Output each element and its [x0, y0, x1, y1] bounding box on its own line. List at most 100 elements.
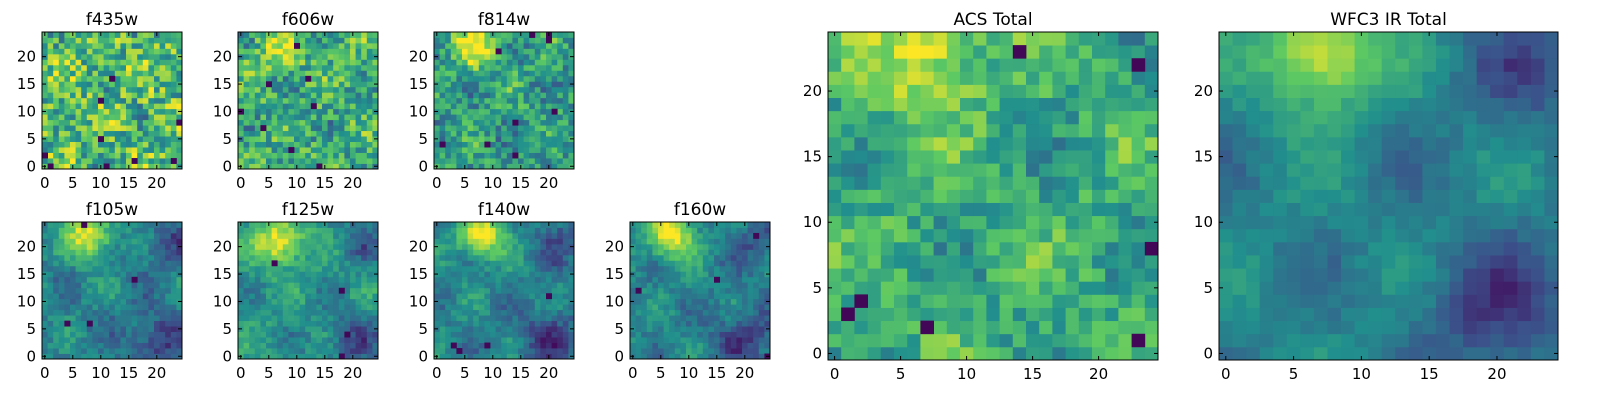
heatmap-cell	[973, 268, 987, 282]
heatmap-cell	[327, 119, 334, 126]
heatmap-cell	[534, 249, 541, 256]
heatmap-cell	[467, 232, 474, 239]
heatmap-cell	[86, 59, 93, 66]
heatmap-cell	[310, 331, 317, 338]
heatmap-cell	[64, 64, 71, 71]
heatmap-cell	[148, 309, 155, 316]
heatmap-cell	[495, 243, 502, 250]
heatmap-cell	[64, 249, 71, 256]
heatmap-cell	[103, 260, 110, 267]
heatmap-cell	[316, 114, 323, 121]
heatmap-cell	[1144, 320, 1159, 335]
heatmap-cell	[747, 238, 754, 245]
heatmap-cell	[344, 238, 351, 245]
heatmap-cell	[1131, 202, 1146, 217]
heatmap-cell	[120, 75, 127, 82]
heatmap-cell	[764, 260, 771, 267]
heatmap-cell	[562, 163, 569, 170]
heatmap-cell	[277, 103, 284, 110]
heatmap-cell	[327, 75, 334, 82]
heatmap-cell	[506, 298, 513, 305]
heatmap-cell	[42, 103, 48, 110]
heatmap-cell	[523, 243, 530, 250]
heatmap-cell	[1131, 189, 1146, 203]
heatmap-cell	[439, 282, 446, 289]
heatmap-cell	[131, 130, 138, 137]
heatmap-cell	[680, 227, 687, 234]
heatmap-cell	[305, 276, 312, 283]
heatmap-cell	[529, 59, 536, 66]
heatmap-cell	[103, 92, 110, 99]
heatmap-cell	[165, 260, 172, 267]
heatmap-cell	[641, 276, 648, 283]
heatmap-cell	[523, 152, 530, 159]
heatmap-cell	[546, 64, 552, 71]
heatmap-cell	[131, 141, 138, 148]
heatmap-cell	[1131, 294, 1146, 308]
heatmap-cell	[350, 238, 356, 245]
heatmap-cell	[1052, 333, 1066, 348]
heatmap-cell	[299, 125, 306, 132]
heatmap-cell	[562, 32, 569, 38]
heatmap-cell	[142, 42, 149, 49]
heatmap-cell	[473, 119, 480, 126]
heatmap-cell	[450, 64, 457, 71]
heatmap-cell	[557, 136, 564, 142]
heatmap-cell	[562, 315, 569, 322]
heatmap-cell	[506, 232, 513, 239]
heatmap-cell	[98, 232, 104, 239]
heatmap-cell	[148, 282, 155, 289]
heatmap-cell	[310, 249, 317, 256]
heatmap-cell	[568, 32, 575, 38]
heatmap-cell	[154, 81, 160, 88]
heatmap-cell	[344, 119, 351, 126]
heatmap-cell	[450, 108, 457, 115]
heatmap-cell	[445, 353, 452, 360]
heatmap-cell	[170, 97, 177, 104]
heatmap-cell	[484, 32, 491, 38]
heatmap-cell	[126, 260, 132, 267]
heatmap-cell	[47, 353, 54, 360]
heatmap-cell	[663, 271, 670, 278]
heatmap-cell	[361, 282, 368, 289]
heatmap-cell	[562, 260, 569, 267]
heatmap-cell	[142, 326, 149, 332]
heatmap-cell	[148, 70, 155, 77]
heatmap-cell	[523, 59, 530, 66]
heatmap-cell	[747, 353, 754, 360]
heatmap-cell	[142, 353, 149, 360]
heatmap-cell	[562, 48, 569, 55]
heatmap-cell	[355, 114, 362, 121]
heatmap-cell	[546, 103, 552, 110]
heatmap-cell	[243, 163, 250, 170]
heatmap-cell	[523, 37, 530, 44]
heatmap-cell	[467, 37, 474, 44]
heatmap-cell	[841, 281, 855, 295]
heatmap-cell	[260, 353, 267, 360]
heatmap-cell	[350, 348, 356, 354]
heatmap-cell	[42, 42, 48, 49]
heatmap-cell	[327, 163, 334, 170]
heatmap-cell	[973, 241, 987, 256]
heatmap-cell	[546, 114, 552, 121]
heatmap-cell	[546, 287, 552, 294]
heatmap-cell	[518, 342, 524, 349]
heatmap-cell	[473, 238, 480, 245]
heatmap-cell	[109, 282, 116, 289]
heatmap-cell	[75, 97, 82, 104]
heatmap-cell	[534, 152, 541, 159]
heatmap-cell	[1092, 176, 1106, 190]
heatmap-cell	[266, 97, 272, 104]
heatmap-cell	[47, 37, 54, 44]
heatmap-cell	[1039, 333, 1053, 348]
heatmap-cell	[327, 53, 334, 60]
heatmap-cell	[546, 81, 552, 88]
heatmap-cell	[534, 326, 541, 332]
heatmap-cell	[126, 92, 132, 99]
heatmap-cell	[999, 333, 1014, 348]
heatmap-cell	[260, 222, 267, 228]
heatmap-cell	[42, 125, 48, 132]
heatmap-cell	[361, 337, 368, 343]
heatmap-cell	[361, 276, 368, 283]
heatmap-cell	[64, 254, 71, 261]
